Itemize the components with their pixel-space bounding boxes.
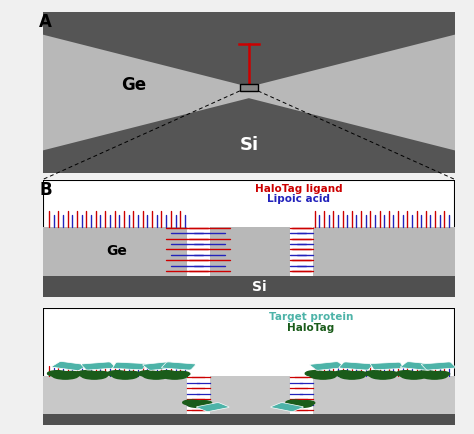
Circle shape xyxy=(421,372,447,379)
Circle shape xyxy=(412,372,429,376)
Circle shape xyxy=(143,372,169,379)
Circle shape xyxy=(334,371,354,376)
Bar xyxy=(290,376,313,414)
Circle shape xyxy=(197,401,211,405)
Circle shape xyxy=(365,371,385,376)
Text: Ge: Ge xyxy=(121,76,146,94)
Circle shape xyxy=(370,372,396,379)
Circle shape xyxy=(157,371,177,376)
Text: HaloTag ligand: HaloTag ligand xyxy=(255,183,342,193)
Bar xyxy=(290,227,313,276)
Circle shape xyxy=(401,372,427,379)
Circle shape xyxy=(381,372,398,376)
FancyBboxPatch shape xyxy=(81,362,116,370)
FancyBboxPatch shape xyxy=(271,403,303,411)
Circle shape xyxy=(47,371,67,376)
FancyBboxPatch shape xyxy=(421,362,456,370)
Circle shape xyxy=(123,372,140,376)
Bar xyxy=(187,227,210,276)
Bar xyxy=(187,376,210,414)
Text: A: A xyxy=(39,13,52,31)
Circle shape xyxy=(396,371,416,376)
Circle shape xyxy=(305,371,325,376)
Circle shape xyxy=(112,372,138,379)
FancyBboxPatch shape xyxy=(370,362,403,370)
Text: Si: Si xyxy=(252,280,266,294)
Bar xyxy=(43,414,455,425)
Text: B: B xyxy=(39,180,52,198)
Circle shape xyxy=(310,372,336,379)
Text: Si: Si xyxy=(239,136,258,154)
Circle shape xyxy=(339,372,365,379)
Circle shape xyxy=(286,400,303,405)
Circle shape xyxy=(162,372,188,379)
Bar xyxy=(43,276,455,297)
Circle shape xyxy=(92,372,109,376)
Circle shape xyxy=(107,371,127,376)
Text: Lipoic acid: Lipoic acid xyxy=(267,193,330,203)
Circle shape xyxy=(321,372,338,376)
Circle shape xyxy=(154,372,171,376)
FancyBboxPatch shape xyxy=(310,362,345,371)
Circle shape xyxy=(76,371,96,376)
FancyBboxPatch shape xyxy=(162,362,196,370)
Circle shape xyxy=(64,372,81,376)
FancyBboxPatch shape xyxy=(113,362,146,370)
Circle shape xyxy=(183,400,200,405)
FancyBboxPatch shape xyxy=(52,362,87,371)
Bar xyxy=(43,376,455,414)
Circle shape xyxy=(52,372,79,379)
FancyBboxPatch shape xyxy=(143,362,178,371)
Circle shape xyxy=(417,371,437,376)
Circle shape xyxy=(432,372,450,376)
FancyBboxPatch shape xyxy=(401,362,436,371)
Text: HaloTag: HaloTag xyxy=(287,322,334,332)
Circle shape xyxy=(300,401,315,405)
FancyBboxPatch shape xyxy=(339,362,373,370)
Circle shape xyxy=(187,401,210,408)
Circle shape xyxy=(290,401,313,408)
Circle shape xyxy=(173,372,190,376)
Bar xyxy=(43,227,455,276)
Circle shape xyxy=(350,372,367,376)
Bar xyxy=(240,85,258,92)
FancyBboxPatch shape xyxy=(196,403,229,411)
Circle shape xyxy=(138,371,158,376)
Polygon shape xyxy=(43,36,455,151)
Text: Ge: Ge xyxy=(107,243,128,257)
Circle shape xyxy=(81,372,108,379)
Text: Target protein: Target protein xyxy=(268,311,353,321)
